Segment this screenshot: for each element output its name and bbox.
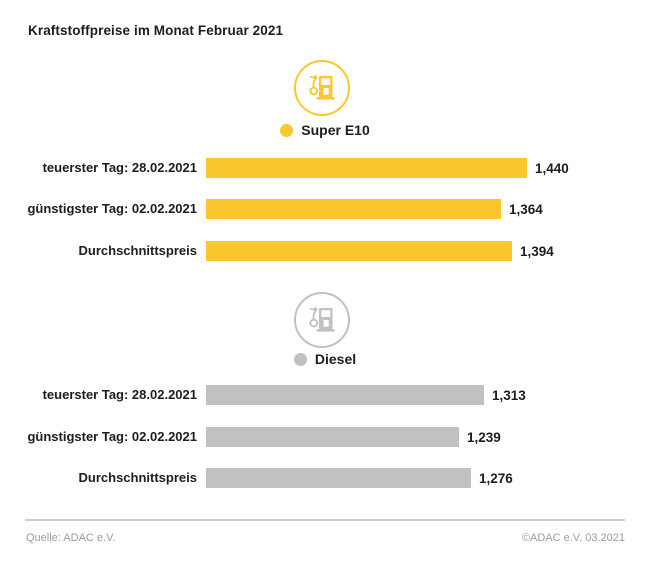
bar-value: 1,276	[479, 470, 513, 486]
bar-value: 1,364	[509, 201, 543, 217]
bar-row-diesel-average: Durchschnittspreis 1,276	[20, 468, 513, 488]
bar-row-diesel-cheapest: günstigster Tag: 02.02.2021 1,239	[20, 427, 501, 447]
bar-value: 1,239	[467, 429, 501, 445]
bar-e10-cheapest	[206, 199, 501, 219]
legend-diesel: Diesel	[0, 351, 650, 367]
fuel-pump-icon	[309, 306, 335, 332]
legend-super-e10: Super E10	[0, 122, 650, 138]
fuel-pump-badge-diesel	[294, 292, 350, 348]
fuel-pump-icon	[309, 74, 335, 100]
bar-row-e10-average: Durchschnittspreis 1,394	[20, 241, 554, 261]
bar-e10-average	[206, 241, 512, 261]
bar-value: 1,394	[520, 243, 554, 259]
legend-dot-diesel	[293, 352, 307, 366]
bar-value: 1,313	[492, 387, 526, 403]
bar-diesel-cheapest	[206, 427, 459, 447]
bar-label: Durchschnittspreis	[78, 470, 197, 485]
bar-diesel-most-expensive	[206, 385, 484, 405]
fuel-pump-badge-super-e10	[294, 60, 350, 116]
bar-label: teuerster Tag: 28.02.2021	[42, 387, 197, 402]
bar-label: günstigster Tag: 02.02.2021	[27, 201, 197, 216]
bar-row-e10-cheapest: günstigster Tag: 02.02.2021 1,364	[20, 199, 543, 219]
bar-label: Durchschnittspreis	[78, 243, 197, 258]
legend-dot-super-e10	[280, 123, 294, 137]
page-title: Kraftstoffpreise im Monat Februar 2021	[28, 23, 284, 38]
legend-label-diesel: Diesel	[314, 351, 357, 367]
bar-label: günstigster Tag: 02.02.2021	[27, 429, 197, 444]
bar-label: teuerster Tag: 28.02.2021	[42, 160, 197, 175]
footer-source: Quelle: ADAC e.V.	[26, 532, 116, 544]
footer-copyright: ©ADAC e.V. 03.2021	[521, 532, 625, 544]
footer-divider	[25, 519, 625, 521]
legend-label-super-e10: Super E10	[301, 122, 370, 138]
bar-diesel-average	[206, 468, 471, 488]
bar-row-e10-most-expensive: teuerster Tag: 28.02.2021 1,440	[20, 158, 569, 178]
bar-e10-most-expensive	[206, 158, 527, 178]
bar-row-diesel-most-expensive: teuerster Tag: 28.02.2021 1,313	[20, 385, 526, 405]
bar-value: 1,440	[535, 160, 569, 176]
